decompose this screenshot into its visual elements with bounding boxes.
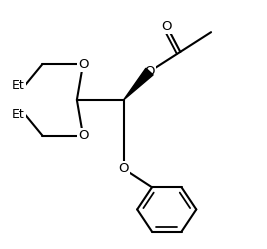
Text: O: O xyxy=(162,19,172,33)
Text: Et: Et xyxy=(12,108,25,121)
Text: O: O xyxy=(118,162,129,175)
Text: O: O xyxy=(78,58,88,71)
Text: O: O xyxy=(144,65,155,78)
Text: Et: Et xyxy=(12,79,25,92)
Polygon shape xyxy=(124,68,153,100)
Text: O: O xyxy=(78,129,88,142)
